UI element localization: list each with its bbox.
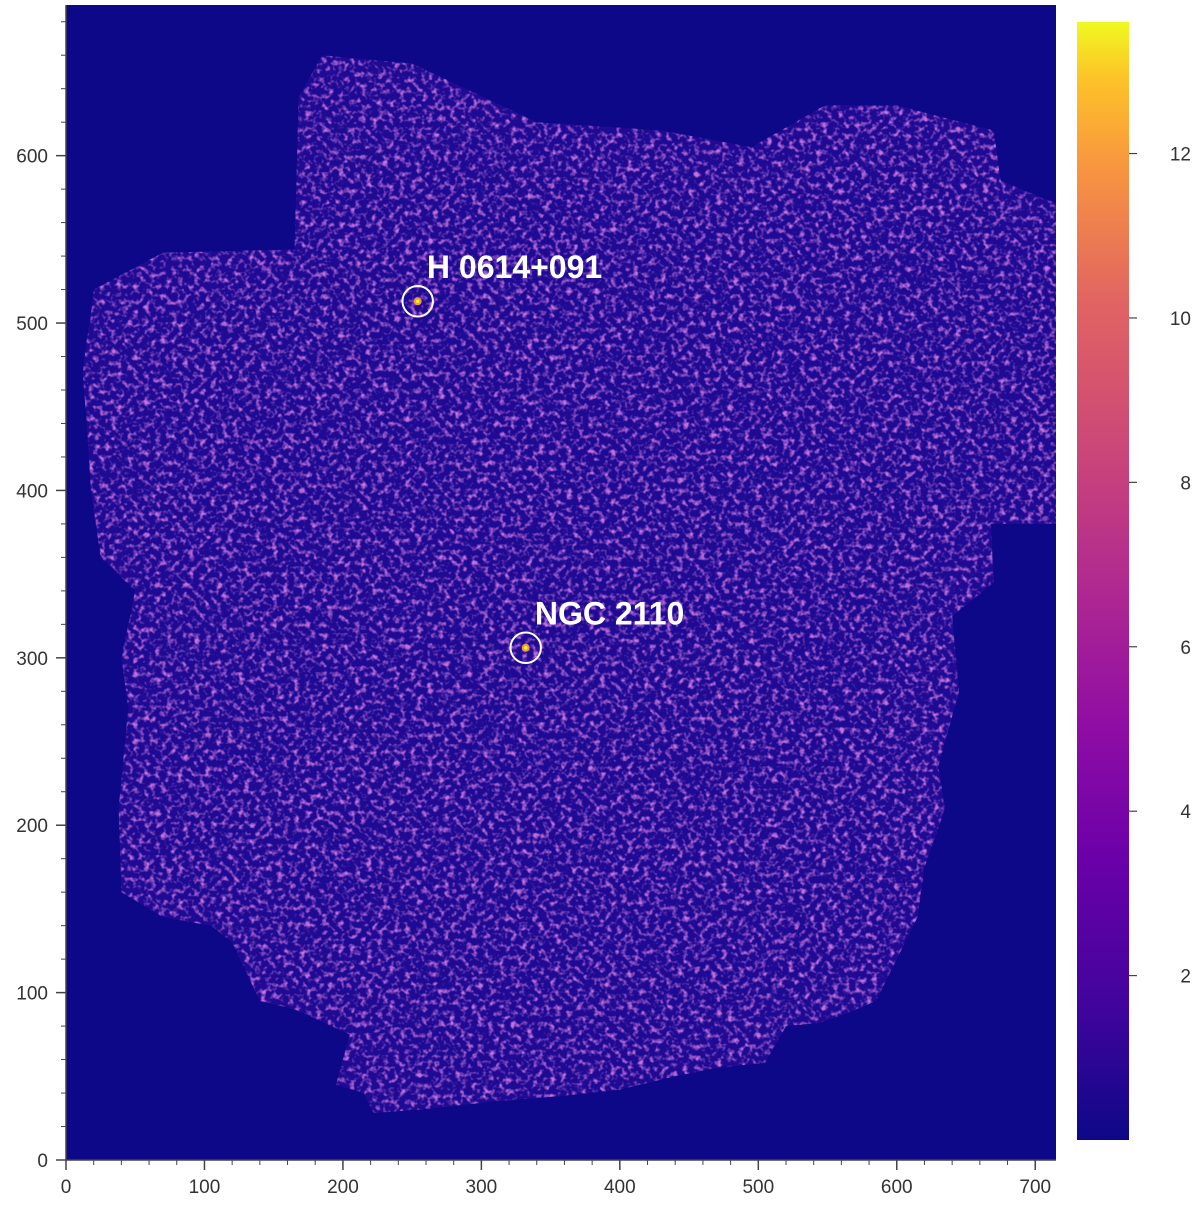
source-label: NGC 2110 xyxy=(535,596,684,632)
x-tick-label: 300 xyxy=(466,1177,498,1198)
y-tick-label: 0 xyxy=(37,1151,48,1172)
x-tick-label: 500 xyxy=(742,1177,774,1198)
y-tick-label: 200 xyxy=(16,816,48,837)
source-markers: H 0614+091 NGC 2110 xyxy=(401,249,684,665)
colorbar-tick-label: 10 xyxy=(1170,309,1191,330)
colorbar: 2 4 6 8 10 12 xyxy=(1077,22,1191,1140)
colorbar-tick-label: 2 xyxy=(1180,967,1191,988)
y-tick-label: 300 xyxy=(16,649,48,670)
source-core xyxy=(415,299,420,304)
y-tick-label: 600 xyxy=(16,147,48,168)
x-tick-label: 100 xyxy=(189,1177,221,1198)
source-circle xyxy=(401,285,434,318)
y-tick-label: 400 xyxy=(16,481,48,502)
source-core xyxy=(523,645,528,650)
x-tick-label: 700 xyxy=(1019,1177,1051,1198)
x-tick-label: 0 xyxy=(61,1177,72,1198)
y-tick-label: 500 xyxy=(16,314,48,335)
colorbar-tick-label: 6 xyxy=(1180,638,1191,659)
axes: 0 100 200 300 400 500 600 700 0 100 200 300 400 500 60… xyxy=(16,5,1056,1198)
image-footprint xyxy=(82,55,1056,1114)
source-label: H 0614+091 xyxy=(427,249,602,285)
source-circle xyxy=(509,631,542,665)
colorbar-tick-label: 12 xyxy=(1170,145,1191,166)
x-tick-label: 600 xyxy=(881,1177,913,1198)
colorbar-gradient xyxy=(1077,22,1129,1140)
colorbar-tick-label: 4 xyxy=(1180,802,1191,823)
x-tick-label: 400 xyxy=(604,1177,636,1198)
colorbar-tick-label: 8 xyxy=(1180,473,1191,494)
x-tick-label: 200 xyxy=(327,1177,359,1198)
y-tick-label: 100 xyxy=(16,984,48,1005)
